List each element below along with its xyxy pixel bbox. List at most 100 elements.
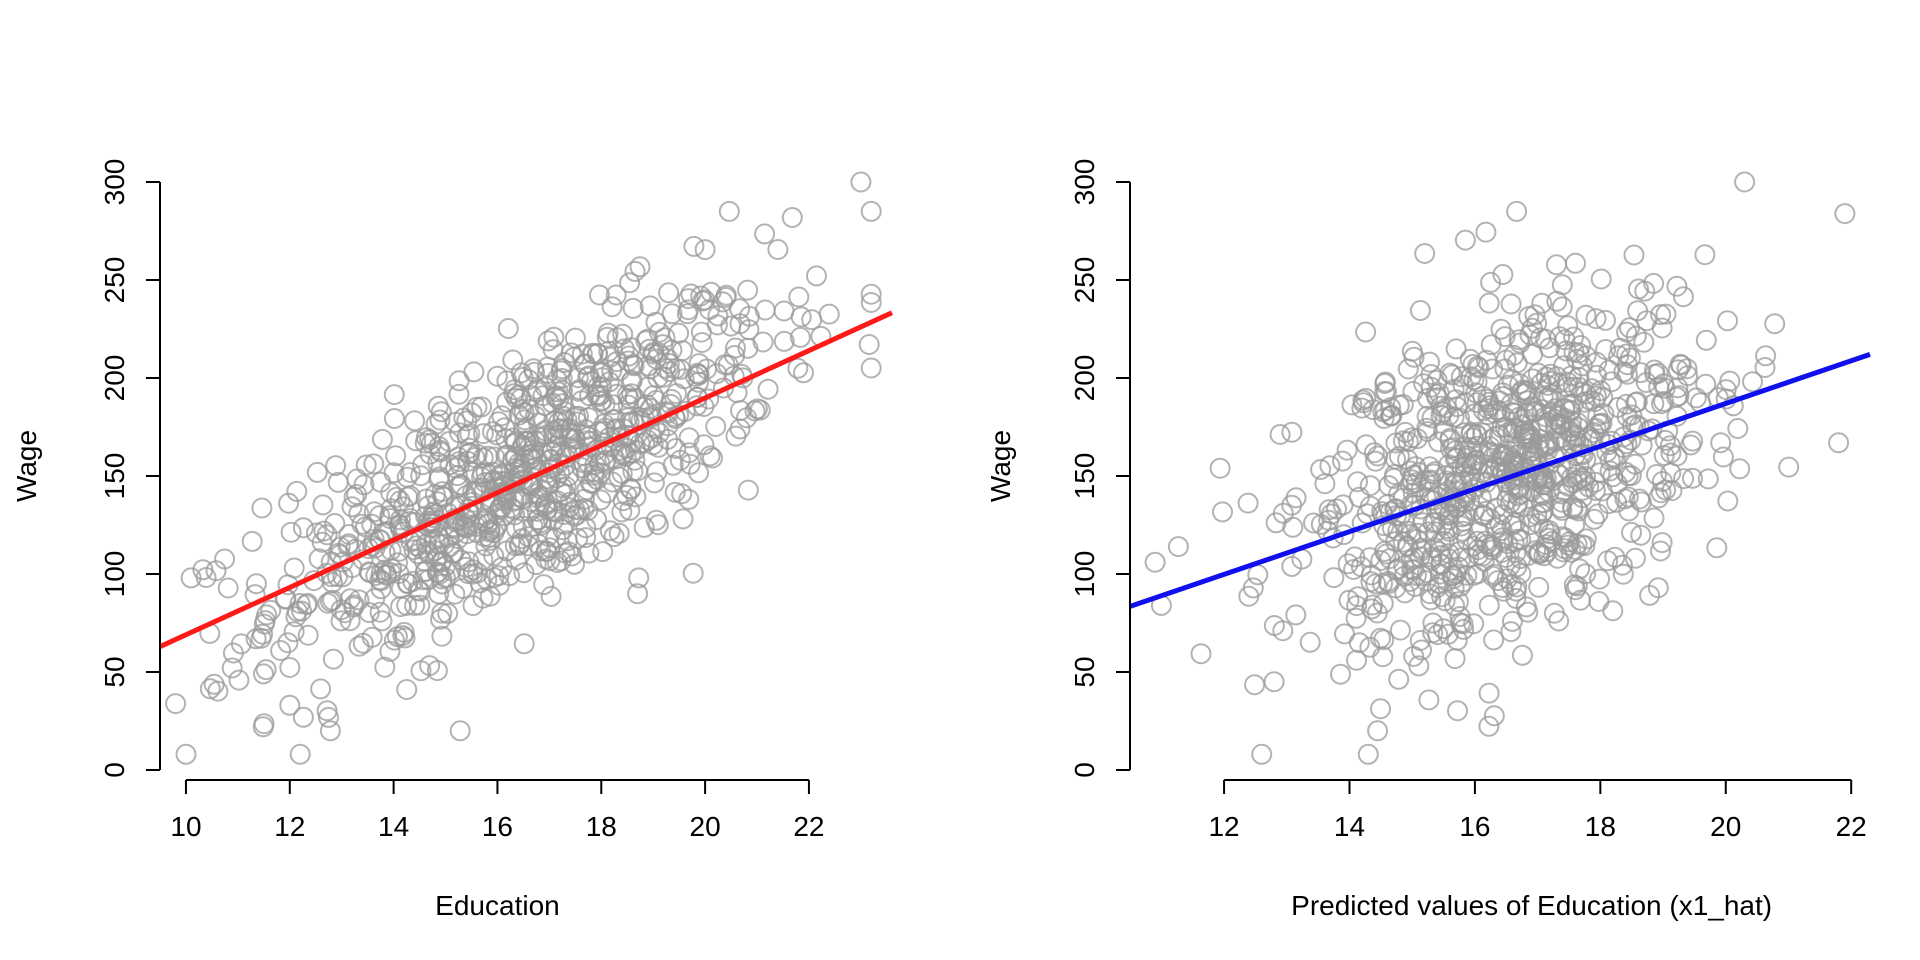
- scatter-point: [1647, 362, 1669, 384]
- scatter-point: [400, 462, 421, 483]
- scatter-point: [543, 456, 565, 478]
- scatter-point: [1323, 567, 1345, 589]
- scatter-point: [537, 330, 559, 352]
- scatter-point: [221, 657, 243, 679]
- scatter-point: [1554, 329, 1576, 351]
- scatter-point: [1587, 503, 1609, 525]
- scatter-point: [1549, 413, 1571, 435]
- scatter-point: [1373, 629, 1395, 651]
- scatter-point: [1641, 418, 1663, 440]
- scatter-point: [1828, 432, 1850, 454]
- scatter-point: [1764, 313, 1786, 335]
- scatter-point: [1588, 591, 1610, 612]
- scatter-point: [430, 401, 452, 423]
- scatter-point: [1247, 564, 1269, 586]
- scatter-point: [637, 355, 659, 377]
- scatter-point: [612, 323, 634, 345]
- scatter-point: [463, 361, 485, 383]
- scatter-point: [402, 570, 424, 592]
- scatter-point: [1634, 280, 1656, 302]
- scatter-point: [606, 327, 628, 349]
- scatter-point: [278, 492, 300, 514]
- scatter-point: [1282, 516, 1304, 538]
- scatter-point: [1419, 351, 1440, 373]
- scatter-point: [494, 417, 516, 439]
- scatter-point: [1629, 488, 1650, 510]
- scatter-point: [705, 416, 727, 437]
- scatter-point: [1330, 663, 1351, 685]
- scatter-point: [1568, 376, 1590, 398]
- scatter-point: [241, 530, 263, 552]
- scatter-point: [1361, 598, 1383, 620]
- scatter-point: [1420, 364, 1442, 385]
- x-tick-label: 10: [170, 811, 201, 842]
- scatter-point: [677, 288, 699, 310]
- scatter-point: [1551, 274, 1573, 296]
- scatter-point: [622, 297, 644, 319]
- scatter-point: [277, 632, 299, 654]
- scatter-point: [578, 542, 600, 564]
- scatter-point: [387, 552, 408, 574]
- scatter-point: [1484, 402, 1506, 424]
- scatter-point: [1501, 401, 1523, 423]
- scatter-point: [429, 563, 451, 585]
- scatter-point: [1648, 376, 1670, 398]
- scatter-point: [619, 272, 641, 294]
- scatter-point: [1438, 521, 1460, 542]
- scatter-point: [1501, 610, 1523, 632]
- scatter-point: [1167, 536, 1189, 558]
- scatter-point: [1511, 644, 1533, 666]
- scatter-point: [1621, 521, 1642, 543]
- scatter-point: [207, 680, 229, 702]
- scatter-point: [1624, 453, 1646, 475]
- scatter-point: [1454, 229, 1476, 251]
- scatter-point: [496, 391, 518, 413]
- scatter-point: [680, 283, 702, 305]
- x-tick-label: 16: [1459, 811, 1490, 842]
- scatter-point: [260, 599, 282, 621]
- x-tick-label: 20: [690, 811, 721, 842]
- scatter-point: [1617, 486, 1639, 508]
- scatter-point: [1526, 504, 1548, 526]
- scatter-point: [1348, 632, 1370, 654]
- left-scatter-panel: 10 12 14 16 18 20 22 0 50 100 150 200 250 300 Educati…: [11, 159, 894, 921]
- scatter-point: [1502, 422, 1524, 444]
- scatter-point: [1272, 620, 1294, 642]
- scatter-point: [806, 265, 827, 287]
- scatter-point: [537, 525, 559, 547]
- scatter-point: [486, 424, 508, 446]
- y-tick-label: 50: [1069, 656, 1100, 687]
- scatter-point: [316, 700, 338, 722]
- scatter-point: [1480, 271, 1502, 293]
- scatter-point: [1439, 429, 1461, 451]
- scatter-point: [1481, 539, 1503, 561]
- scatter-point: [693, 434, 715, 456]
- scatter-point: [554, 401, 576, 423]
- scatter-point: [1445, 338, 1467, 360]
- scatter-point: [1500, 293, 1522, 315]
- left-fit-line: [158, 310, 894, 649]
- scatter-point: [754, 299, 776, 321]
- scatter-point: [412, 454, 434, 476]
- scatter-point: [1667, 359, 1689, 381]
- scatter-point: [1359, 547, 1381, 569]
- scatter-point: [1680, 434, 1702, 456]
- scatter-point: [374, 656, 396, 678]
- scatter-point: [1630, 524, 1652, 546]
- scatter-point: [351, 513, 373, 535]
- scatter-point: [1585, 308, 1607, 330]
- scatter-point: [596, 482, 618, 504]
- scatter-point: [860, 357, 882, 379]
- scatter-point: [1543, 602, 1565, 624]
- scatter-point: [1532, 484, 1554, 506]
- x-tick-label: 22: [1836, 811, 1867, 842]
- scatter-point: [1575, 563, 1597, 585]
- scatter-point: [1611, 554, 1633, 576]
- x-tick-label: 22: [793, 811, 824, 842]
- scatter-point: [318, 706, 339, 728]
- scatter-point: [586, 509, 608, 531]
- scatter-point: [279, 657, 301, 678]
- scatter-point: [694, 289, 716, 311]
- scatter-point: [1416, 405, 1438, 427]
- scatter-point: [353, 474, 375, 496]
